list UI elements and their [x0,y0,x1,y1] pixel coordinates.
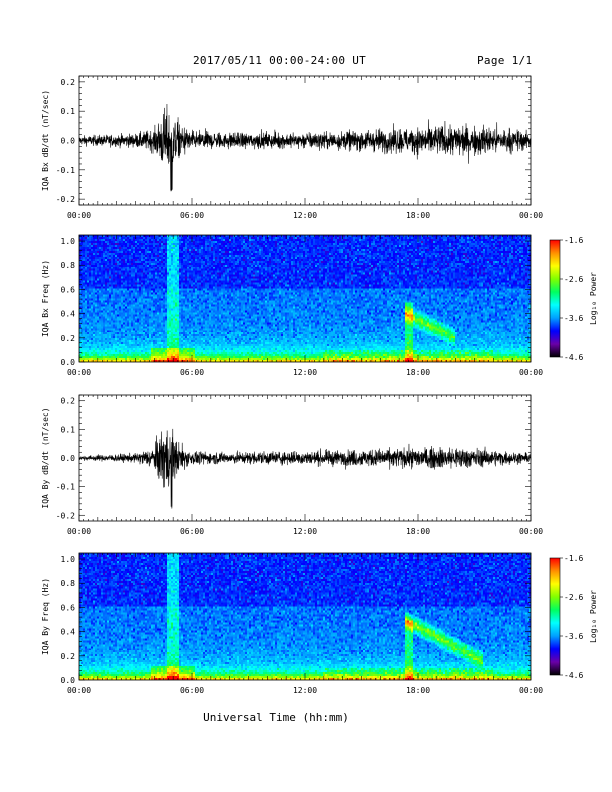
colorbar [549,557,561,676]
x-tick-label: 00:00 [67,211,91,220]
y-tick-label: 0.2 [61,78,76,87]
y-tick-label: 0.8 [61,579,76,588]
x-tick-label: 18:00 [406,368,430,377]
colorbar-tick-label: -1.6 [564,236,583,245]
colorbar-tick-label: -3.6 [564,632,583,641]
y-tick-label: 0.2 [61,652,76,661]
spectrogram-heatmap [79,235,531,362]
x-tick-label: 18:00 [406,686,430,695]
y-tick-label: 1.0 [61,237,76,246]
colorbar-tick-label: -1.6 [564,554,583,563]
y-tick-label: 0.6 [61,603,76,612]
x-tick-label: 12:00 [293,211,317,220]
colorbar-tick-label: -3.6 [564,314,583,323]
x-tick-label: 00:00 [519,368,543,377]
y-tick-label: 0.6 [61,285,76,294]
time-series-line [78,103,532,192]
colorbar-label: Log₁₀ Power [589,272,598,325]
y-tick-label: 0.2 [61,397,76,406]
x-tick-label: 18:00 [406,527,430,536]
y-tick-label: 0.0 [61,676,76,685]
time-series-line [78,428,532,509]
x-tick-label: 06:00 [180,211,204,220]
y-axis-label: IQA By Freq (Hz) [41,578,50,655]
y-axis-label: IQA Bx Freq (Hz) [41,260,50,337]
spectrogram-heatmap [79,553,531,680]
y-tick-label: -0.2 [56,511,75,520]
y-tick-label: 0.4 [61,310,76,319]
x-tick-label: 06:00 [180,527,204,536]
y-tick-label: 0.1 [61,107,76,116]
colorbar-tick-label: -2.6 [564,275,583,284]
x-tick-label: 06:00 [180,368,204,377]
y-axis-label: IQA By dB/dt (nT/sec) [41,407,50,508]
y-tick-label: -0.1 [56,166,75,175]
x-tick-label: 00:00 [519,527,543,536]
x-tick-label: 12:00 [293,527,317,536]
colorbar-tick-label: -2.6 [564,593,583,602]
x-tick-label: 00:00 [67,368,91,377]
y-tick-label: 0.1 [61,425,76,434]
colorbar [549,239,561,358]
x-tick-label: 00:00 [519,211,543,220]
x-tick-label: 12:00 [293,686,317,695]
y-axis-label: IQA Bx dB/dt (nT/sec) [41,90,50,191]
x-tick-label: 00:00 [519,686,543,695]
y-tick-label: 1.0 [61,555,76,564]
x-tick-label: 00:00 [67,686,91,695]
y-tick-label: -0.1 [56,483,75,492]
page-number: Page 1/1 [477,54,533,67]
y-tick-label: 0.0 [61,454,76,463]
y-tick-label: 0.2 [61,334,76,343]
y-tick-label: 0.0 [61,137,76,146]
plot-title: 2017/05/11 00:00-24:00 UT [193,54,367,67]
colorbar-label: Log₁₀ Power [589,590,598,643]
y-tick-label: -0.2 [56,195,75,204]
x-axis-label: Universal Time (hh:mm) [203,711,349,724]
x-tick-label: 00:00 [67,527,91,536]
colorbar-tick-label: -4.6 [564,671,583,680]
y-tick-label: 0.8 [61,261,76,270]
y-tick-label: 0.4 [61,628,76,637]
x-tick-label: 18:00 [406,211,430,220]
x-tick-label: 12:00 [293,368,317,377]
colorbar-tick-label: -4.6 [564,353,583,362]
y-tick-label: 0.0 [61,358,76,367]
x-tick-label: 06:00 [180,686,204,695]
